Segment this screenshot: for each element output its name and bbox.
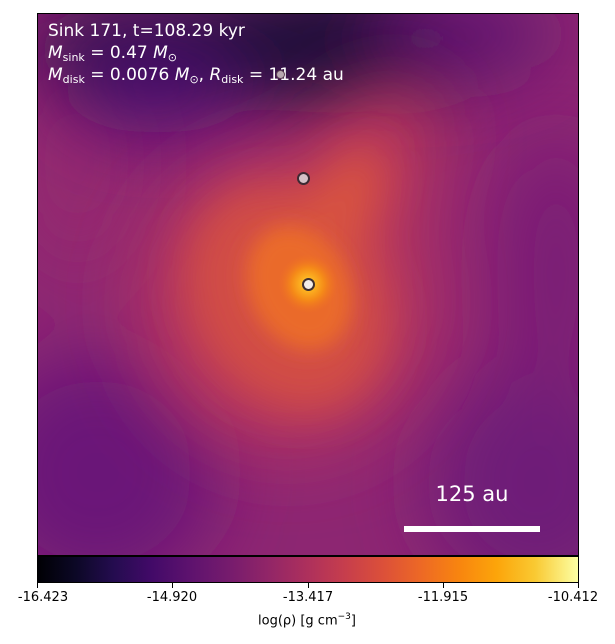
scale-bar: [404, 526, 540, 532]
title-text: Sink 171, t=108.29 kyr: [48, 21, 245, 41]
colorbar-tick-label: -16.423: [17, 590, 69, 605]
colorbar-tick: [37, 583, 38, 588]
disk-separator: ,: [198, 65, 205, 85]
sink-mass-value: = 0.47: [90, 43, 148, 63]
disk-radius-symbol: R: [209, 65, 222, 85]
colorbar-tick: [578, 583, 579, 588]
sink-mass-symbol: M: [48, 43, 63, 63]
colorbar-label-main: log(ρ) [g cm: [258, 613, 338, 629]
density-map-panel: Sink 171, t=108.29 kyr Msink = 0.47 M⊙ M…: [37, 13, 579, 556]
colorbar-tick: [443, 583, 444, 588]
sink-particle-marker: [297, 172, 310, 185]
plot-title: Sink 171, t=108.29 kyr: [48, 23, 245, 40]
sink-mass-subscript: sink: [62, 51, 85, 64]
disk-mass-unit: M: [174, 65, 190, 85]
primary-sink-marker: [302, 278, 315, 291]
colorbar-label-exponent: −3: [337, 612, 351, 622]
disk-mass-value: = 0.0076: [90, 65, 170, 85]
disk-mass-symbol: M: [48, 65, 63, 85]
colorbar-tick-label: -10.412: [547, 590, 599, 605]
colorbar-tick: [308, 583, 309, 588]
sink-mass-unit-subscript: ⊙: [167, 51, 178, 64]
colorbar-tick-label: -13.417: [282, 590, 334, 605]
colorbar-tick-label: -11.915: [417, 590, 469, 605]
sink-mass-annotation: Msink = 0.47 M⊙: [48, 43, 178, 64]
colorbar-tick: [172, 583, 173, 588]
disk-radius-subscript: disk: [221, 73, 244, 86]
disk-annotation: Mdisk = 0.0076 M⊙, Rdisk = 11.24 au: [48, 65, 344, 86]
disk-mass-subscript: disk: [62, 73, 85, 86]
sink-mass-unit: M: [153, 43, 168, 63]
colorbar-axis-label: log(ρ) [g cm−3]: [207, 612, 407, 629]
disk-mass-unit-subscript: ⊙: [189, 73, 199, 86]
density-map-image: [38, 14, 578, 555]
sink-particle-marker: [276, 70, 285, 79]
colorbar-label-end: ]: [350, 613, 356, 629]
colorbar-tick-label: -14.920: [146, 590, 198, 605]
disk-radius-unit: au: [322, 65, 344, 85]
colorbar: [37, 556, 579, 583]
scale-bar-label: 125 au: [435, 482, 509, 506]
